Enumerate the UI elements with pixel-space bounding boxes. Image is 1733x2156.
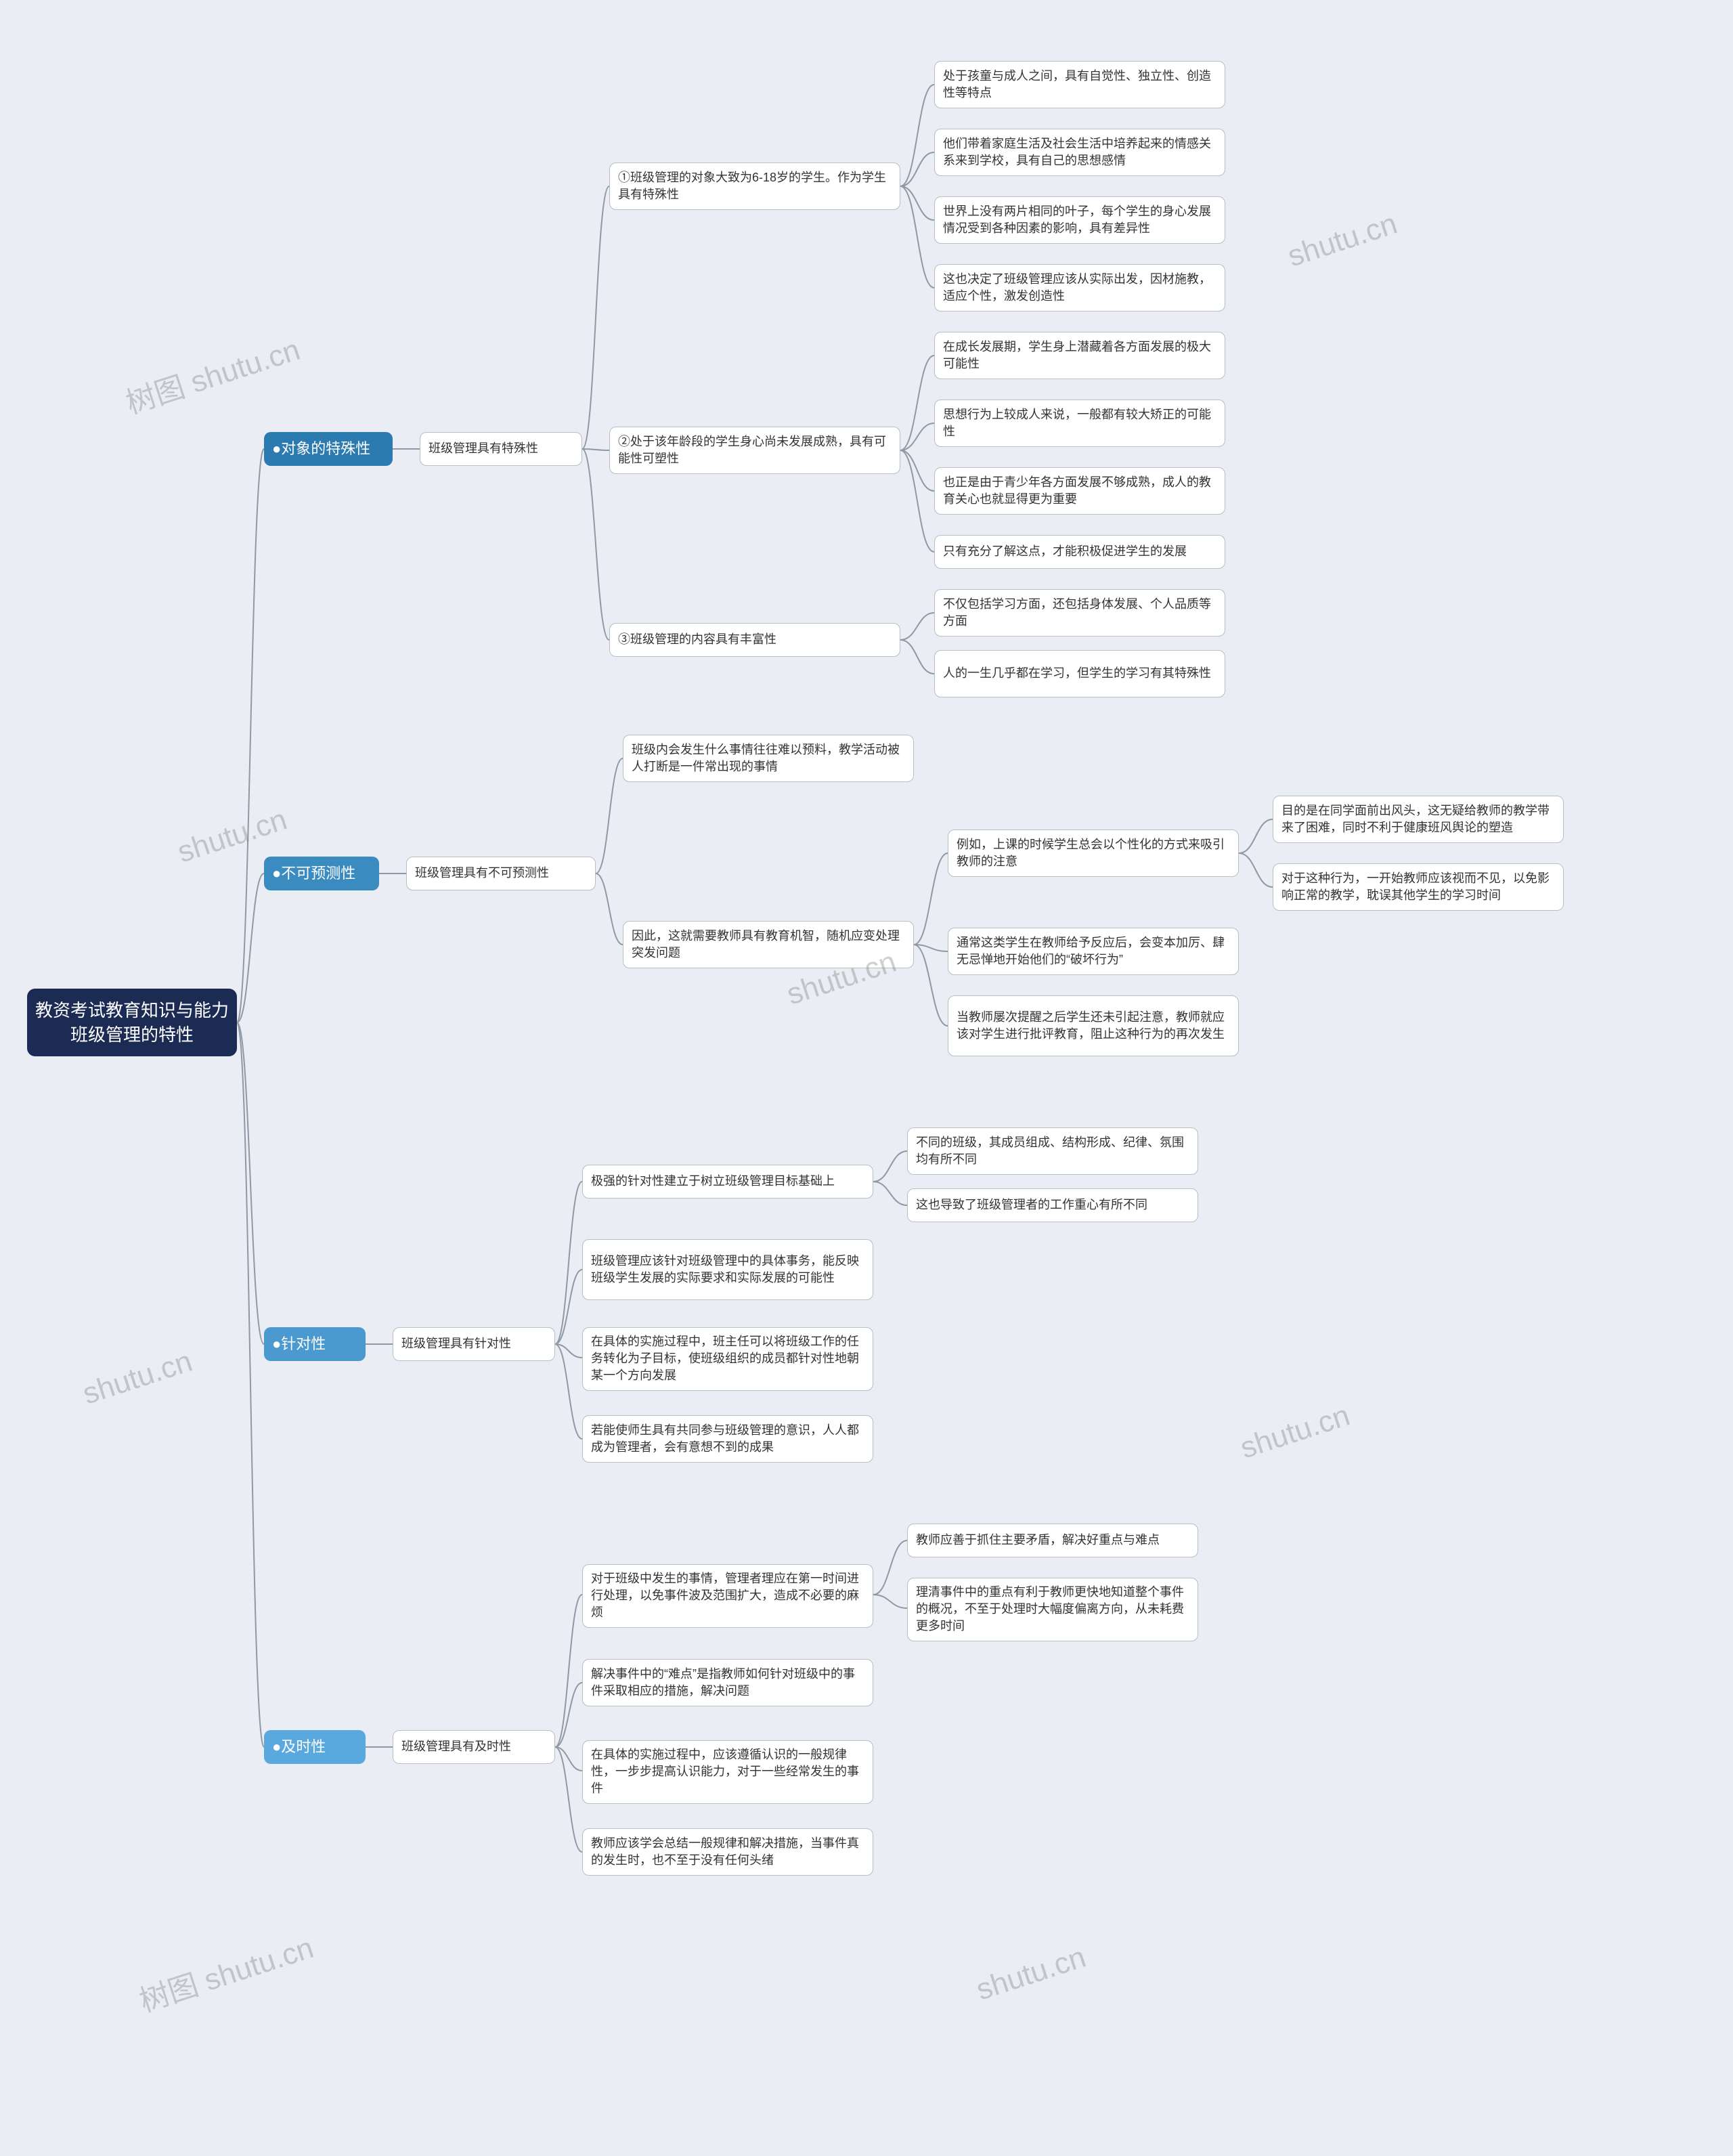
- node-p2m: 班级管理具有不可预测性: [406, 857, 596, 890]
- edge-p1a-p1a3: [900, 186, 934, 220]
- edge-root-p4: [237, 1022, 264, 1747]
- node-p3a: 极强的针对性建立于树立班级管理目标基础上: [582, 1165, 873, 1199]
- edge-p1a-p1a2: [900, 152, 934, 186]
- edge-p3m-p3b: [555, 1270, 582, 1344]
- node-p1a2: 他们带着家庭生活及社会生活中培养起来的情感关系来到学校，具有自己的思想感情: [934, 129, 1225, 176]
- edge-p2b1-p2b1a: [1239, 819, 1273, 853]
- edge-p2m-p2b: [596, 874, 623, 945]
- edge-p1a-p1a1: [900, 85, 934, 186]
- edge-p1b-p1b3: [900, 450, 934, 491]
- edge-p2b-p2b1: [914, 853, 948, 945]
- node-p4a1: 教师应善于抓住主要矛盾，解决好重点与难点: [907, 1524, 1198, 1557]
- node-p3d: 若能使师生具有共同参与班级管理的意识，人人都成为管理者，会有意想不到的成果: [582, 1415, 873, 1463]
- node-p1b2: 思想行为上较成人来说，一般都有较大矫正的可能性: [934, 400, 1225, 447]
- node-p4c: 在具体的实施过程中，应该遵循认识的一般规律性，一步步提高认识能力，对于一些经常发…: [582, 1740, 873, 1804]
- node-p3m: 班级管理具有针对性: [393, 1327, 555, 1361]
- node-p3c: 在具体的实施过程中，班主任可以将班级工作的任务转化为子目标，使班级组织的成员都针…: [582, 1327, 873, 1391]
- node-p1a1: 处于孩童与成人之间，具有自觉性、独立性、创造性等特点: [934, 61, 1225, 108]
- node-p1b1: 在成长发展期，学生身上潜藏着各方面发展的极大可能性: [934, 332, 1225, 379]
- edge-p2b1-p2b1b: [1239, 853, 1273, 887]
- mindmap-canvas: 教资考试教育知识与能力 班级管理的特性 ●对象的特殊性班级管理具有特殊性 ①班级管理…: [0, 0, 1733, 2156]
- node-p4a2: 理清事件中的重点有利于教师更快地知道整个事件的概况，不至于处理时大幅度偏离方向，…: [907, 1578, 1198, 1641]
- edge-p4m-p4a: [555, 1595, 582, 1747]
- edge-root-p3: [237, 1022, 264, 1344]
- node-p1b4: 只有充分了解这点，才能积极促进学生的发展: [934, 535, 1225, 569]
- node-p4d: 教师应该学会总结一般规律和解决措施，当事件真的发生时，也不至于没有任何头绪: [582, 1828, 873, 1876]
- node-p1c: ③班级管理的内容具有丰富性: [609, 623, 900, 657]
- edge-p1m-p1a: [582, 186, 609, 449]
- node-p4a: 对于班级中发生的事情，管理者理应在第一时间进行处理，以免事件波及范围扩大，造成不…: [582, 1564, 873, 1628]
- node-root: 教资考试教育知识与能力 班级管理的特性: [27, 989, 237, 1056]
- edge-p4a-p4a1: [873, 1540, 907, 1595]
- edge-p1m-p1b: [582, 449, 609, 450]
- node-p1: ●对象的特殊性: [264, 432, 393, 466]
- edge-p3m-p3c: [555, 1344, 582, 1358]
- node-p4b: 解决事件中的“难点”是指教师如何针对班级中的事件采取相应的措施，解决问题: [582, 1659, 873, 1706]
- edge-p3a-p3a1: [873, 1151, 907, 1182]
- node-p1b: ②处于该年龄段的学生身心尚未发展成熟，具有可能性可塑性: [609, 427, 900, 474]
- edge-p1c-p1c1: [900, 613, 934, 640]
- edge-p4m-p4d: [555, 1747, 582, 1852]
- node-p2b3: 当教师屡次提醒之后学生还未引起注意，教师就应该对学生进行批评教育，阻止这种行为的…: [948, 995, 1239, 1056]
- edge-p2b-p2b3: [914, 945, 948, 1026]
- node-p2b1a: 目的是在同学面前出风头，这无疑给教师的教学带来了困难，同时不利于健康班风舆论的塑…: [1273, 796, 1564, 843]
- node-p1a: ①班级管理的对象大致为6-18岁的学生。作为学生具有特殊性: [609, 163, 900, 210]
- edge-p3m-p3d: [555, 1344, 582, 1439]
- node-p2b1: 例如，上课的时候学生总会以个性化的方式来吸引教师的注意: [948, 829, 1239, 877]
- node-p2: ●不可预测性: [264, 857, 379, 890]
- edge-p4a-p4a2: [873, 1595, 907, 1608]
- node-p4: ●及时性: [264, 1730, 366, 1764]
- edge-p4m-p4b: [555, 1683, 582, 1747]
- node-p2a: 班级内会发生什么事情往往难以预料，教学活动被人打断是一件常出现的事情: [623, 735, 914, 782]
- edge-p1b-p1b4: [900, 450, 934, 552]
- node-p1a3: 世界上没有两片相同的叶子，每个学生的身心发展情况受到各种因素的影响，具有差异性: [934, 196, 1225, 244]
- node-p1m: 班级管理具有特殊性: [420, 432, 582, 466]
- node-p1b3: 也正是由于青少年各方面发展不够成熟，成人的教育关心也就显得更为重要: [934, 467, 1225, 515]
- node-p1a4: 这也决定了班级管理应该从实际出发，因材施教，适应个性，激发创造性: [934, 264, 1225, 311]
- node-p3a2: 这也导致了班级管理者的工作重心有所不同: [907, 1188, 1198, 1222]
- node-p2b2: 通常这类学生在教师给予反应后，会变本加厉、肆无忌惮地开始他们的“破坏行为”: [948, 928, 1239, 975]
- node-p1c1: 不仅包括学习方面，还包括身体发展、个人品质等方面: [934, 589, 1225, 637]
- edge-root-p1: [237, 449, 264, 1022]
- node-p4m: 班级管理具有及时性: [393, 1730, 555, 1764]
- edge-p2m-p2a: [596, 758, 623, 874]
- node-p2b1b: 对于这种行为，一开始教师应该视而不见，以免影响正常的教学，耽误其他学生的学习时间: [1273, 863, 1564, 911]
- node-p3a1: 不同的班级，其成员组成、结构形成、纪律、氛围均有所不同: [907, 1127, 1198, 1175]
- edge-p3a-p3a2: [873, 1182, 907, 1205]
- node-p1c2: 人的一生几乎都在学习，但学生的学习有其特殊性: [934, 650, 1225, 697]
- node-p2b: 因此，这就需要教师具有教育机智，随机应变处理突发问题: [623, 921, 914, 968]
- edge-p3m-p3a: [555, 1182, 582, 1344]
- edge-p1a-p1a4: [900, 186, 934, 288]
- edge-p1c-p1c2: [900, 640, 934, 674]
- node-p3: ●针对性: [264, 1327, 366, 1361]
- node-p3b: 班级管理应该针对班级管理中的具体事务，能反映班级学生发展的实际要求和实际发展的可…: [582, 1239, 873, 1300]
- edge-p1m-p1c: [582, 449, 609, 640]
